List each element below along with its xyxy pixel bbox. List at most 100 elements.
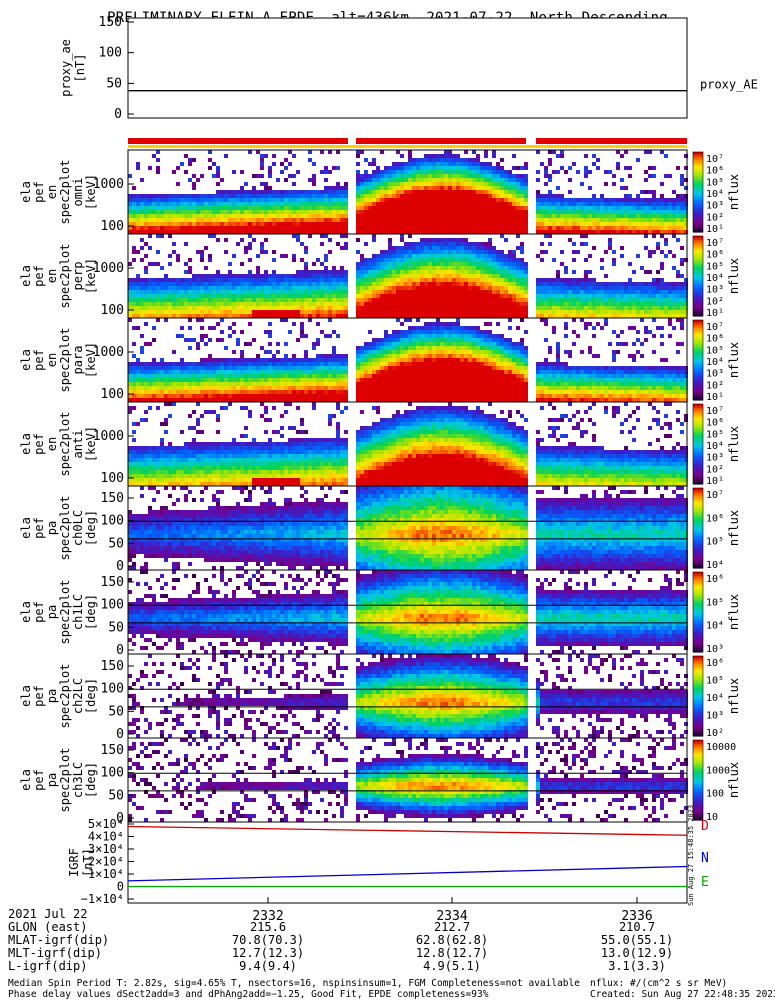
spectrogram-ylabel: perp [71,262,85,291]
panel-igrf-ylabel: [nT] [81,848,95,877]
spectrogram-ylabel: pef [32,181,46,203]
xaxis-row-value: 55.0(55.1) [601,933,673,947]
panel-ae-ylabel: [nT] [73,54,87,83]
footer-spin-info: Median Spin Period T: 2.82s, sig=4.65% T… [8,978,580,989]
xaxis-row-value: 12.7(12.3) [232,946,304,960]
spectrogram-ylabel: en [45,437,59,451]
spectrogram-ylabel: ela [19,349,33,371]
igrf-legend-D: D [701,819,709,834]
spectrogram-ytick-label: 100 [101,471,124,486]
colorbar-tick-label: 10¹ [706,224,724,235]
spectrogram-ytick-label: 50 [108,788,124,803]
spectrogram-ylabel: ch3LC [71,762,85,798]
spectrogram-ylabel: [deg] [84,762,98,798]
spectrogram-ytick-label: 100 [101,514,124,529]
spectrogram-ylabel: pa [45,605,59,619]
colorbar-tick-label: 10⁶ [706,513,724,524]
spectrogram-ytick-label: 0 [116,559,124,574]
colorbar-tick-label: 10⁵ [706,537,724,548]
colorbar-tick-label: 10⁶ [706,574,724,585]
footer-created: Created: Sun Aug 27 22:48:35 2023 [590,989,775,1000]
colorbar-tick-label: 10⁷ [706,322,724,333]
footer-phase-info: Phase delay values dSect2add=3 and dPhAn… [8,989,488,1000]
spectrogram-panel-1 [128,150,703,234]
xaxis-row-value: 3.1(3.3) [608,959,666,973]
colorbar-tick-label: 10³ [706,453,724,464]
colorbar-tick-label: 10² [706,464,724,475]
spectrogram-ylabel: [keV] [84,342,98,378]
spectrogram-ylabel: spec2plot [58,243,72,308]
xaxis-row-value: 210.7 [619,920,655,934]
spectrogram-ylabel: pef [32,517,46,539]
colorbar-tick-label: 10⁶ [706,166,724,177]
spectrogram-ylabel: pa [45,521,59,535]
spectrogram-ylabel: anti [71,430,85,459]
colorbar-tick-label: 10⁴ [706,621,724,632]
spectrogram-ylabel: [keV] [84,174,98,210]
spectrogram-ylabel: pa [45,773,59,787]
colorbar-tick-label: 10⁵ [706,345,724,356]
panel-ae-frame [128,18,687,118]
panel-igrf-ytick-label: −1×10⁴ [81,892,124,906]
colorbar-tick-label: 10³ [706,711,724,722]
colorbar-tick-label: 10⁶ [706,418,724,429]
panel-ae-ylabel: proxy_ae [59,39,73,97]
spectrogram-ylabel: pef [32,685,46,707]
spectrogram-panel-6 [128,570,703,654]
spectrogram-panel-7 [128,654,703,738]
spectrogram-ytick-label: 100 [101,219,124,234]
spectrogram-ylabel: ela [19,685,33,707]
colorbar-tick-label: 10³ [706,285,724,296]
colorbar-tick-label: 10² [706,296,724,307]
colorbar-tick-label: 10¹ [706,392,724,403]
colorbar-tick-label: 10³ [706,644,724,655]
spectrogram-ytick-label: 150 [101,659,124,674]
colorbar-label: nflux [727,678,741,714]
spectrogram-ylabel: ela [19,769,33,791]
xaxis-row-value: 13.0(12.9) [601,946,673,960]
colorbar-tick-label: 10² [706,728,724,739]
spectrogram-ytick-label: 150 [101,743,124,758]
spectrogram-ylabel: en [45,185,59,199]
spectrogram-ylabel: spec2plot [58,663,72,728]
colorbar-tick-label: 10⁶ [706,658,724,669]
spectrogram-ylabel: spec2plot [58,747,72,812]
spectrogram-ylabel: spec2plot [58,495,72,560]
spectrogram-ylabel: pa [45,689,59,703]
panel-ae-ytick-label: 0 [114,107,122,122]
colorbar-label: nflux [727,510,741,546]
colorbar-tick-label: 10⁴ [706,357,724,368]
colorbar-label: nflux [727,258,741,294]
spectrogram-panel-5 [128,486,703,570]
proxy-ae-legend: proxy_AE [700,78,758,92]
spectrogram-ylabel: pef [32,265,46,287]
colorbar-label: nflux [727,342,741,378]
colorbar-tick-label: 10⁵ [706,177,724,188]
spectrogram-ylabel: [deg] [84,678,98,714]
colorbar-label: nflux [727,174,741,210]
colorbar-tick-label: 10⁶ [706,334,724,345]
spectrogram-ylabel: [deg] [84,594,98,630]
spectrogram-ylabel: spec2plot [58,159,72,224]
colorbar-tick-label: 10⁴ [706,273,724,284]
spectrogram-ylabel: pef [32,349,46,371]
spectrogram-ylabel: [keV] [84,426,98,462]
spectrogram-ytick-label: 50 [108,536,124,551]
spectrogram-ylabel: ch0LC [71,510,85,546]
xaxis-row-value: 12.8(12.7) [416,946,488,960]
xaxis-row-value: 4.9(5.1) [423,959,481,973]
spectrogram-ytick-label: 100 [101,303,124,318]
xaxis-row-label-date: 2021 Jul 22 [8,908,87,921]
colorbar-label: nflux [727,426,741,462]
spectrogram-ytick-label: 100 [101,387,124,402]
xaxis-row-label-mlt: MLT-igrf(dip) [8,947,102,960]
science-zone-underline [128,145,687,148]
spectrogram-ylabel: spec2plot [58,327,72,392]
colorbar-label: nflux [727,762,741,798]
colorbar-label: nflux [727,594,741,630]
xaxis-row-label-mlat: MLAT-igrf(dip) [8,934,109,947]
spectrogram-panel-3 [128,318,703,402]
colorbar-tick-label: 10⁵ [706,261,724,272]
colorbar-tick-label: 10⁴ [706,441,724,452]
